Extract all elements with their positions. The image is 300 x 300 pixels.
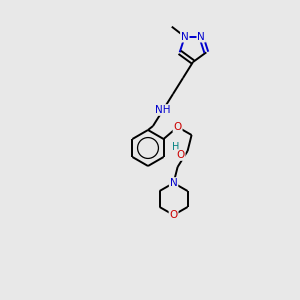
Text: N: N [170,178,178,188]
Text: O: O [173,122,182,132]
Text: NH: NH [155,105,171,115]
Text: N: N [181,32,189,42]
Text: H: H [172,142,179,152]
Text: O: O [169,210,178,220]
Text: O: O [176,150,185,160]
Text: N: N [197,32,205,42]
